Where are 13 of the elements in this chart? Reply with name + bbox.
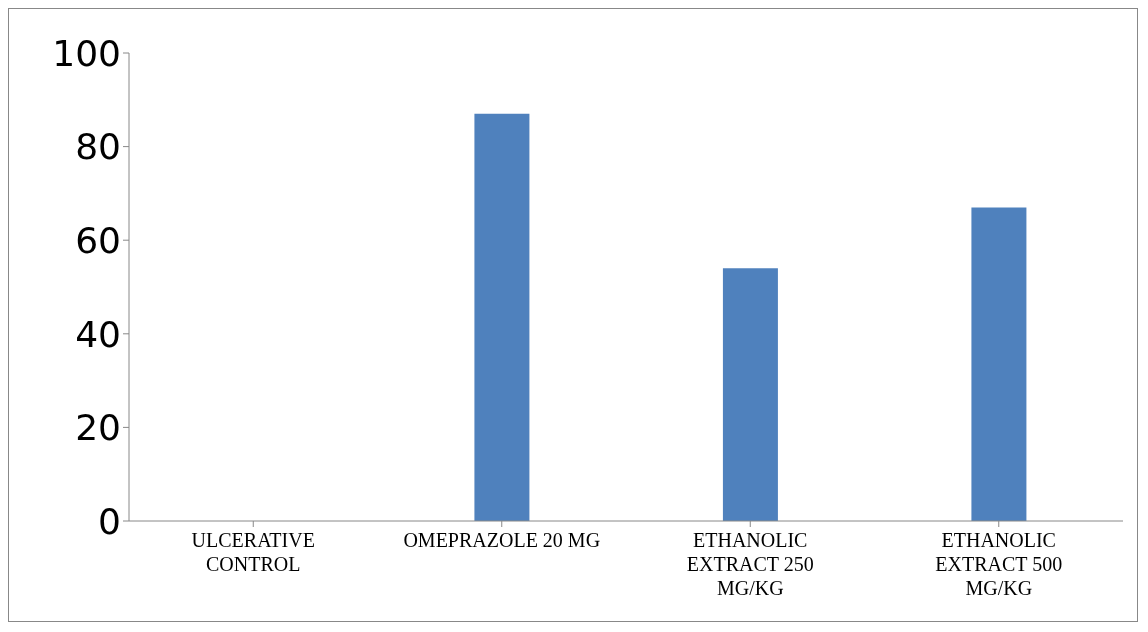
x-tick-label: ULCERATIVE CONTROL <box>191 529 315 575</box>
y-tick-label: 0 <box>98 500 121 542</box>
y-tick-label: 40 <box>75 313 121 355</box>
bar <box>722 268 778 521</box>
x-tick-label: ETHANOLIC EXTRACT 250 MG/KG <box>686 529 814 599</box>
y-tick-label: 100 <box>52 32 121 74</box>
bar <box>474 113 530 521</box>
y-tick-label: 60 <box>75 219 121 261</box>
bar <box>971 207 1027 521</box>
x-tick-label: OMEPRAZOLE 20 MG <box>403 529 601 551</box>
y-tick-label: 80 <box>75 126 121 168</box>
y-tick-label: 20 <box>75 407 121 449</box>
x-tick-label: ETHANOLIC EXTRACT 500 MG/KG <box>935 529 1063 599</box>
